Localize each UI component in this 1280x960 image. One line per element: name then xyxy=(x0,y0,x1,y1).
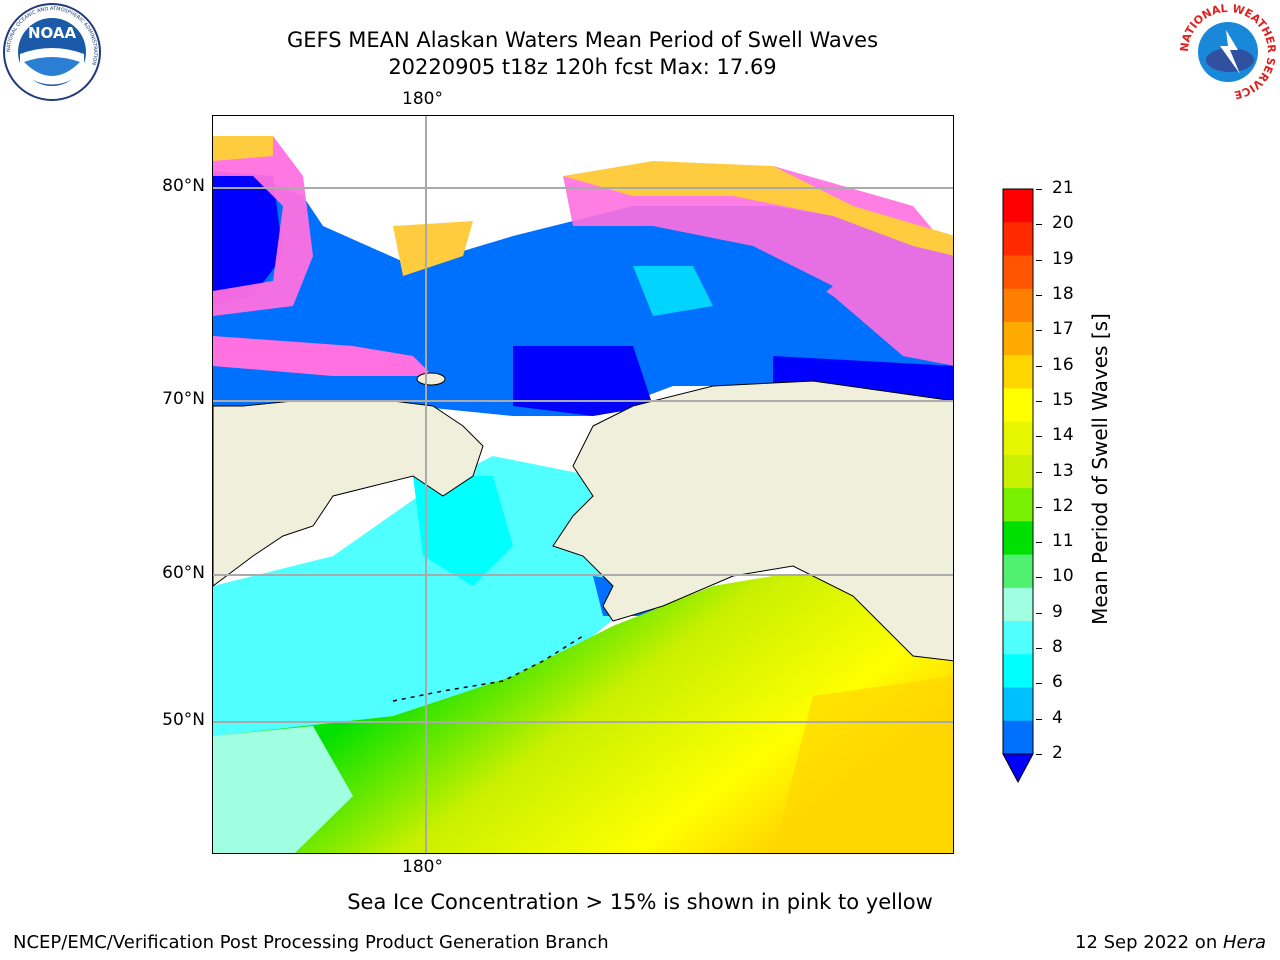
lat-label-60n: 60°N xyxy=(162,563,205,583)
colorbar-swatch xyxy=(1003,255,1033,290)
colorbar-tick-mark xyxy=(1036,542,1042,544)
noaa-text: NOAA xyxy=(28,24,77,42)
colorbar-tick-label: 21 xyxy=(1052,178,1074,198)
colorbar-swatch xyxy=(1003,720,1033,755)
footer-credit: NCEP/EMC/Verification Post Processing Pr… xyxy=(13,932,609,953)
sea-ice-band-west xyxy=(213,136,313,316)
colorbar-swatch xyxy=(1003,454,1033,489)
noaa-logo: NOAA NATIONAL OCEANIC AND ATMOSPHERIC AD… xyxy=(2,2,102,102)
sea-ice-patch xyxy=(393,221,473,276)
colorbar-tick-mark xyxy=(1036,400,1042,402)
arctic-short-period xyxy=(213,171,283,306)
wrangel-island xyxy=(416,372,446,386)
map-canvas xyxy=(213,116,953,853)
colorbar-tick-label: 6 xyxy=(1052,672,1063,693)
colorbar-tick-label: 8 xyxy=(1052,637,1063,658)
sea-ice-edge-east xyxy=(563,161,953,256)
colorbar-tick-mark xyxy=(1036,189,1042,190)
nws-logo: NATIONAL WEATHER SERVICE xyxy=(1178,2,1278,102)
colorbar-tick-label: 20 xyxy=(1052,213,1074,234)
colorbar-tick-mark xyxy=(1036,471,1042,473)
colorbar-tick-label: 14 xyxy=(1052,425,1074,446)
footer-date: 12 Sep 2022 on Hera xyxy=(1075,932,1266,953)
colorbar-swatch xyxy=(1003,355,1033,389)
chukchi-short-period xyxy=(513,346,653,416)
colorbar-tick-mark xyxy=(1036,683,1042,685)
lat-label-70n: 70°N xyxy=(162,389,205,409)
colorbar-tick-label: 18 xyxy=(1052,283,1074,304)
graticule xyxy=(213,116,953,853)
colorbar-swatch xyxy=(1003,554,1033,589)
colorbar-tick-mark xyxy=(1036,365,1042,367)
footer-host: Hera xyxy=(1222,932,1266,953)
colorbar-swatch xyxy=(1003,488,1033,522)
colorbar-tick-label: 16 xyxy=(1052,354,1074,375)
lon-label-top: 180° xyxy=(402,89,443,109)
colorbar-tick-mark xyxy=(1036,259,1042,261)
colorbar-tick-mark xyxy=(1036,224,1042,226)
sea-ice-edge-west xyxy=(213,136,273,161)
colorbar-swatch xyxy=(1003,687,1033,722)
sea-ice-note: Sea Ice Concentration > 15% is shown in … xyxy=(347,890,933,914)
lat-label-50n: 50°N xyxy=(162,710,205,730)
colorbar-tick-label: 13 xyxy=(1052,460,1074,481)
colorbar-swatch xyxy=(1003,654,1033,689)
colorbar-tick-mark xyxy=(1036,577,1042,579)
chart-title: GEFS MEAN Alaskan Waters Mean Period of … xyxy=(286,28,879,52)
pacific-west-cyan xyxy=(213,726,353,853)
colorbar-tick-label: 2 xyxy=(1052,743,1063,763)
colorbar-tick-mark xyxy=(1036,294,1042,296)
colorbar-swatch xyxy=(1003,222,1033,256)
colorbar-swatch xyxy=(1003,621,1033,655)
aleutian-islands xyxy=(392,635,584,702)
sea-ice-band-south xyxy=(213,336,433,376)
colorbar-tick-label: 19 xyxy=(1052,248,1074,269)
gulf-of-alaska-long-period xyxy=(773,676,953,853)
colorbar-tick-label: 4 xyxy=(1052,707,1063,728)
colorbar-tick-label: 12 xyxy=(1052,495,1074,516)
colorbar-swatch xyxy=(1003,288,1033,323)
colorbar-tick-mark xyxy=(1036,718,1042,720)
colorbar-under-arrow xyxy=(1002,753,1034,784)
colorbar-swatch xyxy=(1003,421,1033,456)
footer-date-text: 12 Sep 2022 on xyxy=(1075,932,1223,953)
north-pacific xyxy=(213,576,953,853)
map-panel xyxy=(212,115,954,854)
bering-strait xyxy=(413,476,513,586)
colorbar-label: Mean Period of Swell Waves [s] xyxy=(1088,313,1112,625)
chart-subtitle: 20220905 t18z 120h fcst Max: 17.69 xyxy=(388,55,777,79)
lat-label-80n: 80°N xyxy=(162,176,205,196)
colorbar-tick-label: 11 xyxy=(1052,531,1074,552)
colorbar-tick-label: 9 xyxy=(1052,601,1063,622)
colorbar-swatch xyxy=(1003,189,1033,223)
ice-interior-cyan xyxy=(633,266,713,316)
alaska-land xyxy=(552,380,953,662)
colorbar-tick-mark xyxy=(1036,506,1042,508)
colorbar-tick-mark xyxy=(1036,754,1042,755)
colorbar-tick-label: 17 xyxy=(1052,319,1074,340)
colorbar-tick-mark xyxy=(1036,330,1042,332)
colorbar xyxy=(1000,186,1038,786)
colorbar-tick-mark xyxy=(1036,648,1042,650)
colorbar-swatch xyxy=(1003,587,1033,622)
colorbar-swatch xyxy=(1003,521,1033,556)
colorbar-swatch xyxy=(1003,388,1033,423)
colorbar-tick-mark xyxy=(1036,612,1042,614)
colorbar-tick-mark xyxy=(1036,436,1042,438)
colorbar-swatches xyxy=(1002,188,1034,784)
colorbar-tick-label: 15 xyxy=(1052,389,1074,410)
colorbar-tick-label: 10 xyxy=(1052,566,1074,587)
bering-sea xyxy=(213,456,653,736)
lon-label-bottom: 180° xyxy=(402,857,443,877)
colorbar-swatch xyxy=(1003,321,1033,356)
